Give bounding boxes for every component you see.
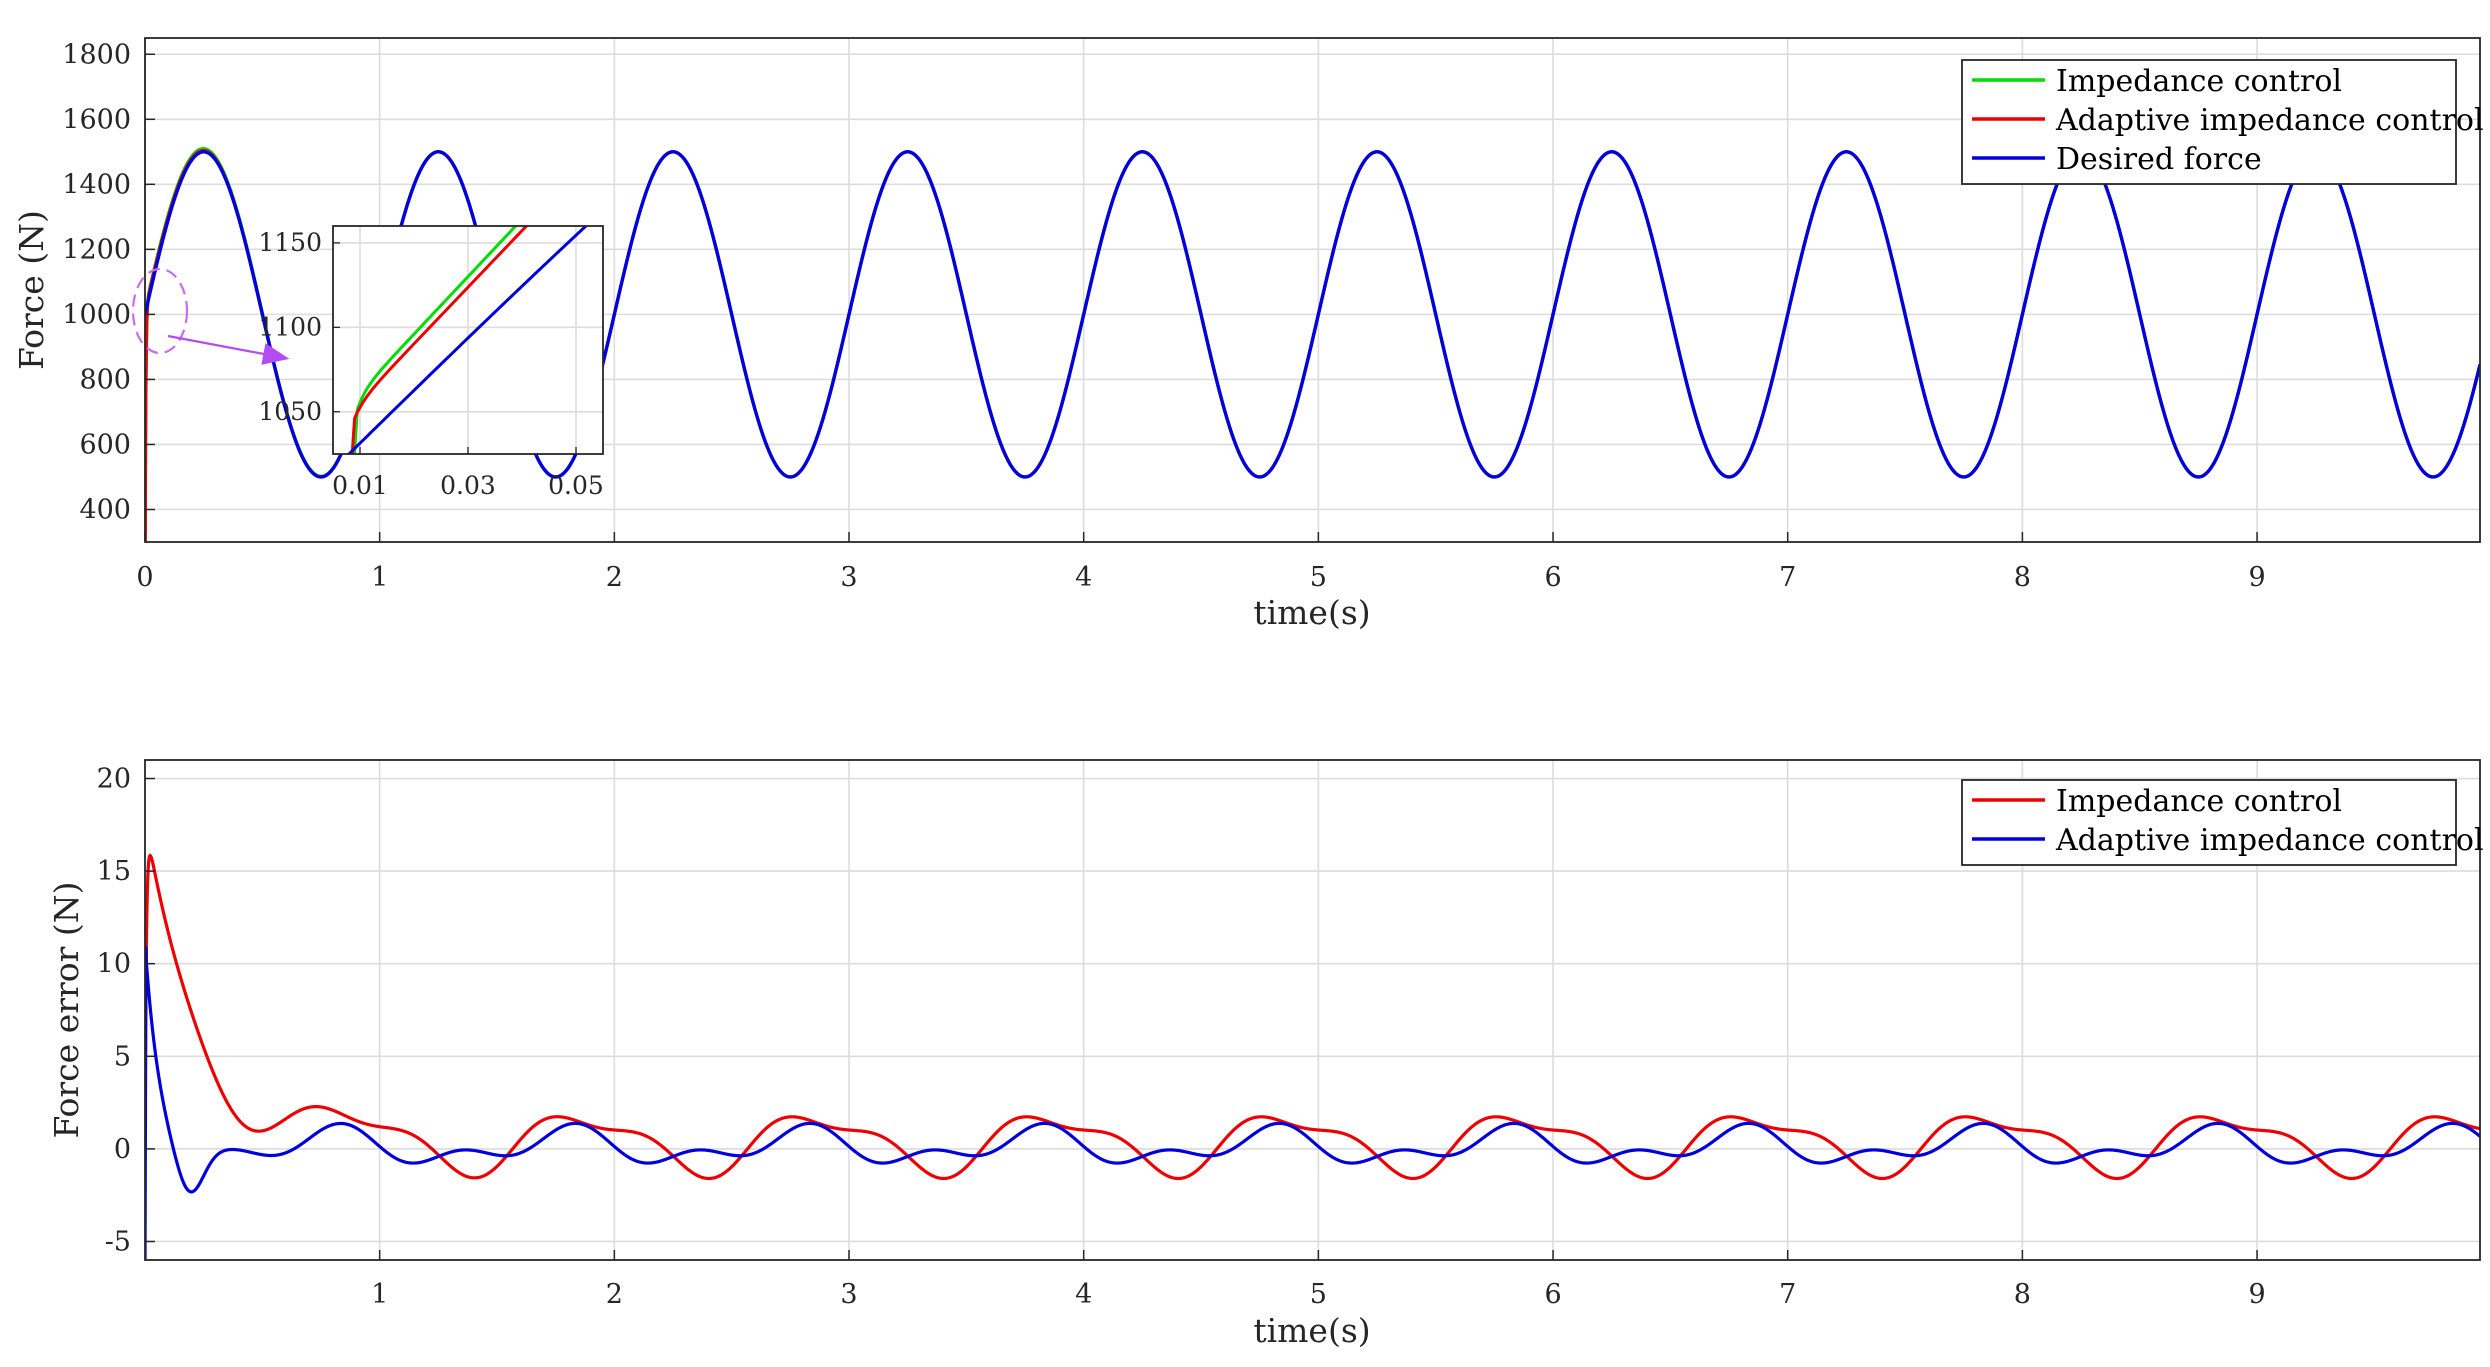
inset-tick-labels: 0.01 0.03 0.05 1050 1100 1150 — [258, 228, 603, 500]
legend-label-impedance: Impedance control — [2056, 784, 2342, 819]
tick-label-x: 7 — [1779, 562, 1796, 593]
tick-label-y: 1800 — [62, 39, 131, 70]
tick-label-x: 6 — [1544, 1279, 1561, 1310]
inset-grid — [333, 226, 603, 454]
force-error-chart-tick-labels: 1 2 3 4 5 6 7 8 9 -5 0 5 10 15 20 — [97, 764, 2266, 1310]
inset-tick-label-y: 1100 — [258, 312, 322, 341]
tick-label-x: 6 — [1544, 562, 1561, 593]
tick-label-y: -5 — [105, 1226, 131, 1257]
tick-label-y: 20 — [97, 764, 131, 795]
series-line-adaptive-error — [145, 946, 2480, 1260]
force-chart: 0 1 2 3 4 5 6 7 8 940060080010001200140016001800 … — [12, 37, 2484, 632]
tick-label-y: 5 — [114, 1041, 131, 1072]
tick-label-y: 400 — [79, 494, 131, 525]
tick-label-y: 1400 — [62, 169, 131, 200]
force-error-chart-legend: Impedance control Adaptive impedance con… — [1961, 779, 2484, 866]
tick-label-x: 7 — [1779, 1279, 1796, 1310]
tick-label-x: 5 — [1310, 1279, 1327, 1310]
force-error-chart-xlabel: time(s) — [1253, 1311, 1370, 1350]
tick-label-x: 1 — [371, 1279, 388, 1310]
inset-line-impedance — [353, 226, 518, 454]
tick-label-y: 10 — [97, 949, 131, 980]
inset-tick-label-x: 0.03 — [440, 471, 496, 500]
force-error-chart: 1 2 3 4 5 6 7 8 9 -5 0 5 10 15 20 time(s) Force error … — [47, 759, 2484, 1350]
inset-series — [346, 226, 589, 454]
inset-tick-label-x: 0.01 — [332, 471, 388, 500]
tick-label-y: 800 — [79, 364, 131, 395]
legend-label-adaptive: Adaptive impedance control — [2055, 823, 2484, 858]
inset-tick-label-y: 1150 — [258, 228, 322, 257]
tick-label-x: 4 — [1075, 1279, 1092, 1310]
force-chart-frame — [144, 37, 2481, 543]
tick-label-y: 600 — [79, 429, 131, 460]
tick-label-x: 2 — [606, 562, 623, 593]
force-chart-legend: Impedance control Adaptive impedance con… — [1961, 59, 2484, 185]
tick-label-x: 9 — [2248, 562, 2265, 593]
inset-tick-label-x: 0.05 — [548, 471, 604, 500]
force-error-chart-ylabel: Force error (N) — [47, 881, 86, 1138]
inset-tick-label-y: 1050 — [258, 397, 322, 426]
tick-label-y: 1000 — [62, 299, 131, 330]
tick-label-y: 0 — [114, 1134, 131, 1165]
force-error-chart-frame — [144, 759, 2481, 1261]
force-error-chart-grid — [145, 760, 2480, 1260]
tick-label-x: 4 — [1075, 562, 1092, 593]
tick-label-x: 8 — [2014, 562, 2031, 593]
tick-label-y: 1600 — [62, 104, 131, 135]
force-chart-tick-labels: 0 1 2 3 4 5 6 7 8 9 400 600 800 1000 1200 1400 1600 1800 — [62, 39, 2265, 593]
series-line-impedance-error — [145, 853, 2480, 1181]
legend-label-adaptive: Adaptive impedance control — [2055, 103, 2484, 138]
legend-box — [1961, 779, 2457, 866]
tick-label-x: 8 — [2014, 1279, 2031, 1310]
tick-label-x: 0 — [136, 562, 153, 593]
zoom-region-marker — [131, 267, 189, 355]
tick-label-x: 3 — [840, 562, 857, 593]
tick-label-x: 2 — [606, 1279, 623, 1310]
legend-label-desired: Desired force — [2056, 142, 2262, 177]
inset-line-desired — [346, 226, 589, 454]
force-chart-ylabel: Force (N) — [12, 210, 51, 370]
tick-label-x: 3 — [840, 1279, 857, 1310]
tick-label-y: 15 — [97, 856, 131, 887]
force-chart-xlabel: time(s) — [1253, 593, 1370, 632]
tick-label-x: 9 — [2248, 1279, 2265, 1310]
zoom-arrow — [167, 334, 290, 365]
legend-label-impedance: Impedance control — [2056, 64, 2342, 99]
zoom-inset: 0.01 0.03 0.05 1050 1100 1150 — [258, 225, 604, 500]
tick-label-y: 1200 — [62, 234, 131, 265]
tick-label-x: 5 — [1310, 562, 1327, 593]
tick-label-x: 1 — [371, 562, 388, 593]
force-error-chart-series — [145, 853, 2480, 1260]
inset-line-adaptive — [350, 226, 529, 454]
